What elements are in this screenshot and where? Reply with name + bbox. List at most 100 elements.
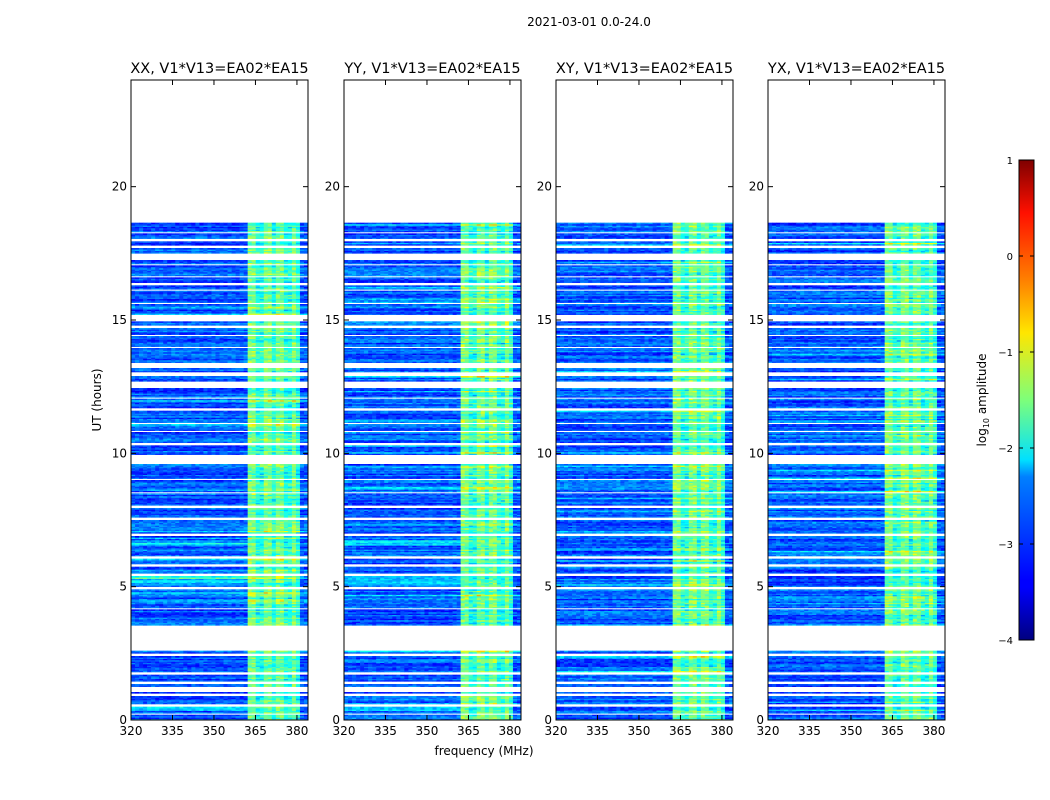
heatmap-cell [183, 516, 188, 518]
heatmap-cell [139, 669, 144, 671]
heatmap-cell [215, 666, 220, 669]
heatmap-cell [235, 572, 240, 574]
heatmap-cell [147, 662, 152, 665]
heatmap-cell [251, 692, 256, 694]
heatmap-cell [219, 661, 224, 663]
heatmap-cell [183, 717, 188, 719]
heatmap-cell [215, 537, 220, 539]
heatmap-cell [259, 650, 265, 653]
heatmap-cell [215, 710, 220, 713]
heatmap-cell [207, 660, 212, 662]
heatmap-cell [151, 577, 156, 579]
heatmap-cell [255, 718, 261, 720]
heatmap-cell [135, 516, 140, 518]
heatmap-cell [255, 536, 261, 538]
heatmap-cell [223, 569, 228, 571]
heatmap-cell [163, 658, 168, 661]
heatmap-cell [255, 550, 261, 553]
heatmap-cell [259, 666, 265, 669]
heatmap-cell [143, 598, 148, 601]
heatmap-cell [155, 596, 160, 598]
heatmap-cell [207, 512, 212, 514]
heatmap-cell [295, 568, 301, 570]
heatmap-cell [147, 624, 152, 626]
heatmap-cell [259, 528, 265, 530]
heatmap-cell [275, 529, 281, 531]
heatmap-cell [231, 522, 236, 525]
heatmap-cell [139, 546, 144, 549]
heatmap-cell [191, 652, 196, 654]
heatmap-cell [203, 569, 208, 571]
heatmap-cell [191, 510, 196, 513]
heatmap-cell [163, 624, 168, 626]
heatmap-cell [163, 545, 168, 547]
heatmap-cell [179, 677, 184, 679]
heatmap-cell [179, 570, 184, 573]
heatmap-cell [171, 696, 176, 698]
heatmap-cell [171, 524, 176, 526]
heatmap-cell [295, 589, 301, 591]
heatmap-cell [207, 670, 212, 673]
heatmap-cell [223, 558, 228, 561]
heatmap-cell [219, 710, 224, 713]
heatmap-cell [167, 674, 172, 677]
heatmap-cell [239, 513, 244, 515]
heatmap-cell [291, 621, 297, 623]
heatmap-cell [171, 578, 176, 581]
heatmap-cell [207, 665, 212, 667]
heatmap-cell [255, 552, 261, 554]
heatmap-cell [299, 596, 305, 598]
heatmap-cell [227, 650, 232, 653]
heatmap-cell [255, 525, 261, 527]
heatmap-cell [139, 593, 144, 595]
heatmap-cell [279, 605, 285, 607]
heatmap-cell [251, 594, 256, 597]
heatmap-cell [275, 504, 281, 506]
heatmap-cell [251, 706, 256, 709]
heatmap-cell [159, 502, 164, 505]
heatmap-cell [219, 612, 224, 614]
heatmap-cell [279, 709, 285, 711]
heatmap-cell [139, 530, 144, 533]
heatmap-cell [159, 516, 164, 518]
heatmap-cell [239, 656, 244, 658]
heatmap-cell [171, 584, 176, 586]
heatmap-cell [211, 530, 216, 533]
heatmap-cell [143, 668, 148, 670]
heatmap-cell [303, 541, 308, 543]
heatmap-cell [251, 669, 256, 671]
heatmap-cell [207, 537, 212, 539]
heatmap-cell [203, 542, 208, 545]
heatmap-cell [255, 678, 261, 681]
heatmap-cell [287, 609, 293, 611]
heatmap-cell [271, 513, 277, 515]
heatmap-cell [239, 542, 244, 545]
heatmap-cell [203, 612, 208, 614]
heatmap-cell [227, 513, 232, 515]
heatmap-cell [303, 521, 308, 523]
heatmap-cell [267, 530, 273, 533]
heatmap-cell [275, 566, 281, 569]
heatmap-cell [135, 538, 140, 541]
heatmap-cell [163, 577, 168, 579]
heatmap-cell [155, 696, 160, 698]
heatmap-cell [247, 572, 252, 574]
heatmap-cell [147, 600, 152, 602]
heatmap-cell [235, 528, 240, 530]
heatmap-cell [159, 664, 164, 666]
heatmap-cell [187, 558, 192, 561]
heatmap-cell [279, 560, 285, 562]
heatmap-cell [295, 609, 301, 611]
heatmap-cell [187, 620, 192, 622]
heatmap-cell [275, 594, 281, 597]
heatmap-cell [139, 709, 144, 711]
heatmap-cell [139, 697, 144, 699]
heatmap-cell [155, 620, 160, 622]
heatmap-cell [195, 548, 200, 550]
heatmap-cell [255, 618, 261, 621]
heatmap-cell [147, 614, 152, 617]
heatmap-cell [231, 572, 236, 574]
heatmap-cell [223, 669, 228, 671]
heatmap-cell [283, 698, 289, 701]
heatmap-cell [283, 656, 289, 658]
